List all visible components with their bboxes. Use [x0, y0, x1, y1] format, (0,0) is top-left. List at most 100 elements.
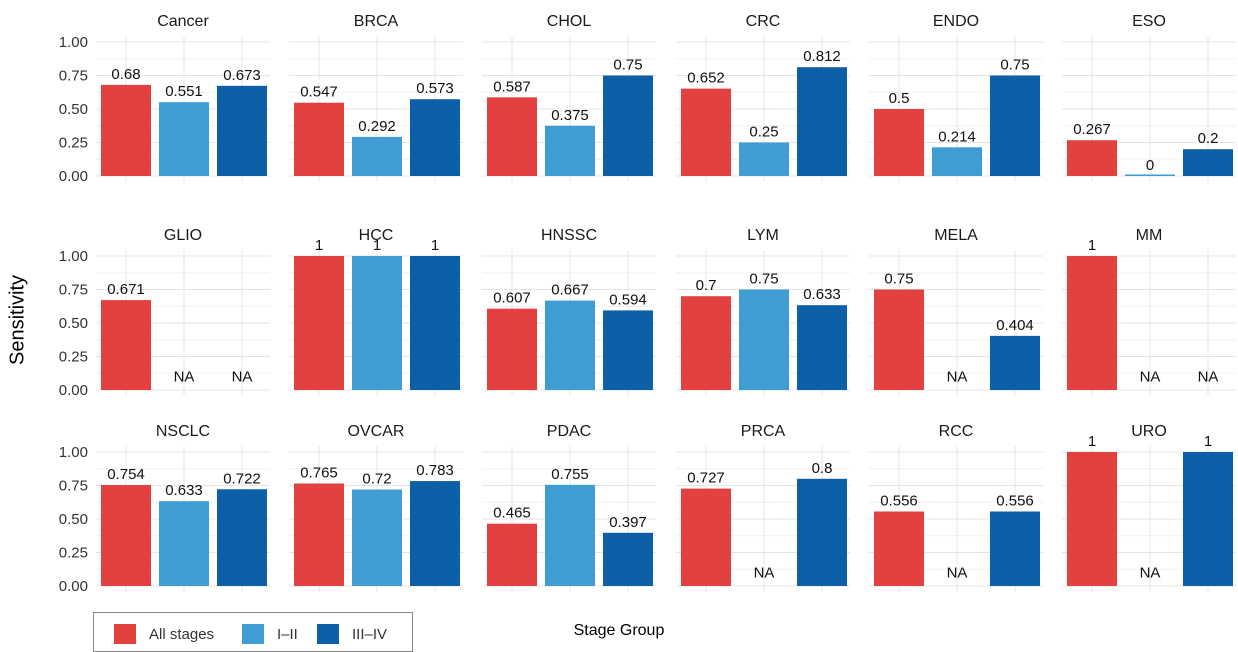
value-label: 0.547 [300, 84, 338, 101]
value-label: 0.573 [416, 80, 454, 97]
value-label: 0.2 [1198, 130, 1219, 147]
value-label: 0.5 [889, 90, 910, 107]
bar [487, 97, 537, 176]
facet-title: CHOL [547, 13, 592, 30]
value-label: NA [232, 369, 253, 386]
bar [352, 136, 402, 176]
bar [159, 501, 209, 586]
facet-title: GLIO [164, 227, 202, 244]
value-label: 0.404 [996, 317, 1034, 334]
bar [352, 256, 402, 390]
bar [681, 88, 731, 176]
bar [487, 523, 537, 586]
y-tick-label: 0.25 [59, 349, 88, 366]
value-label: 0.671 [107, 281, 145, 298]
value-label: 1 [1088, 433, 1096, 450]
facet-title: ESO [1132, 13, 1166, 30]
value-label: 0.673 [223, 67, 261, 84]
value-label: 0.8 [812, 460, 833, 477]
bar [217, 85, 267, 176]
facet-title: HCC [359, 227, 394, 244]
bar [101, 300, 151, 390]
value-label: 0.75 [749, 271, 778, 288]
bar [990, 511, 1040, 586]
bar [545, 300, 595, 390]
bar [545, 484, 595, 586]
bar [603, 310, 653, 390]
bar [603, 75, 653, 176]
y-tick-label: 0.50 [59, 511, 88, 528]
bar [1067, 140, 1117, 176]
value-label: NA [947, 369, 968, 386]
y-tick-label: 0.00 [59, 382, 88, 399]
legend-swatch-late-stage [317, 624, 339, 644]
y-tick-label: 0.75 [59, 478, 88, 495]
bar [874, 511, 924, 586]
value-label: 0.375 [551, 107, 589, 124]
bar [545, 125, 595, 176]
bar [603, 532, 653, 586]
bar [217, 489, 267, 586]
bar [101, 484, 151, 586]
value-label: 0.25 [749, 124, 778, 141]
value-label: 0.551 [165, 83, 203, 100]
y-tick-label: 1.00 [59, 248, 88, 265]
value-label: NA [174, 369, 195, 386]
value-label: NA [947, 565, 968, 582]
legend-item-all-stages: All stages [114, 623, 214, 645]
facet-title: HNSSC [541, 227, 597, 244]
bar [681, 488, 731, 586]
bar [410, 256, 460, 390]
value-label: 0.754 [107, 466, 145, 483]
facet-title: CRC [746, 13, 781, 30]
legend-label-all-stages: All stages [149, 625, 215, 643]
facet-title: BRCA [354, 13, 399, 30]
y-tick-label: 0.00 [59, 578, 88, 595]
value-label: 0.587 [493, 78, 531, 95]
y-tick-label: 0.25 [59, 135, 88, 152]
facet-title: MELA [934, 227, 978, 244]
facet-title: MM [1136, 227, 1163, 244]
value-label: 1 [431, 237, 439, 254]
value-label: 0.465 [493, 505, 531, 522]
bar [990, 335, 1040, 390]
legend-swatch-all-stages [114, 624, 136, 644]
bar [294, 483, 344, 586]
value-label: 0.667 [551, 282, 589, 299]
value-label: 0.727 [687, 470, 725, 487]
y-tick-label: 0.75 [59, 282, 88, 299]
value-label: 0.397 [609, 514, 647, 531]
bar [797, 67, 847, 176]
value-label: 0 [1146, 157, 1154, 174]
bar [681, 296, 731, 390]
facet-title: LYM [747, 227, 779, 244]
bar [874, 289, 924, 390]
value-label: 0.292 [358, 118, 396, 135]
y-axis-title: Sensitivity [6, 274, 29, 366]
bar [1067, 256, 1117, 390]
y-tick-label: 0.00 [59, 168, 88, 185]
value-label: 0.75 [1000, 57, 1029, 74]
value-label: 0.267 [1073, 121, 1111, 138]
value-label: NA [1140, 565, 1161, 582]
bar [1183, 149, 1233, 176]
value-label: NA [1198, 369, 1219, 386]
value-label: 1 [373, 237, 381, 254]
bar [797, 478, 847, 586]
legend-label-late-stage: III–IV [352, 625, 388, 643]
legend: All stages I–II III–IV [93, 612, 413, 652]
bar [294, 102, 344, 176]
value-label: 0.75 [884, 271, 913, 288]
legend-item-late-stage: III–IV [317, 623, 387, 645]
value-label: 0.214 [938, 128, 976, 145]
value-label: 0.755 [551, 466, 589, 483]
y-tick-label: 0.25 [59, 545, 88, 562]
value-label: 0.72 [362, 471, 391, 488]
value-label: 0.812 [803, 48, 841, 65]
facet-title: URO [1131, 423, 1167, 440]
bar [410, 481, 460, 586]
value-label: 0.633 [803, 286, 841, 303]
bar [1125, 174, 1175, 176]
y-tick-label: 1.00 [59, 444, 88, 461]
